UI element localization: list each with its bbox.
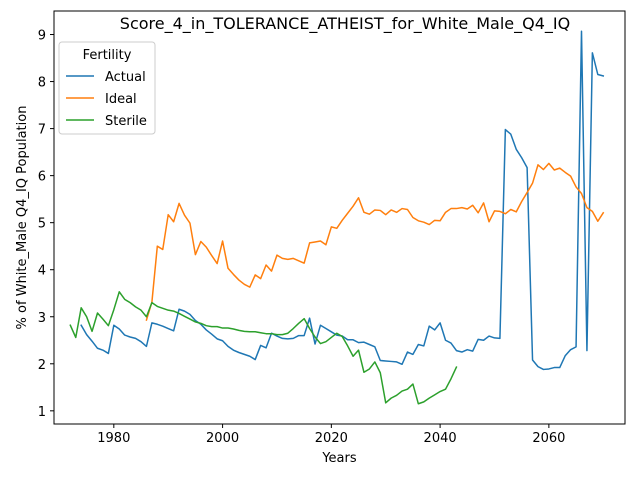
legend-box	[58, 41, 156, 135]
legend-label-ideal: Ideal	[105, 92, 137, 107]
x-tick-label: 2060	[532, 431, 565, 446]
x-tick-label: 2020	[315, 431, 348, 446]
y-tick-label: 1	[38, 405, 46, 420]
axes-frame	[53, 10, 626, 425]
y-tick-label: 8	[38, 76, 46, 91]
x-axis-title: Years	[321, 451, 357, 466]
series-lines	[69, 30, 605, 405]
y-tick-label: 7	[38, 123, 46, 138]
y-tick-label: 4	[38, 264, 46, 279]
plot-area	[53, 10, 626, 425]
y-tick-label: 9	[38, 29, 46, 44]
legend-title: Fertility	[83, 48, 132, 63]
chart-title: Score_4_in_TOLERANCE_ATHEIST_for_White_M…	[120, 14, 570, 34]
series-line-sterile	[69, 291, 458, 405]
y-tick-label: 3	[38, 311, 46, 326]
x-tick-label: 2000	[206, 431, 239, 446]
x-tick-label: 1980	[97, 431, 130, 446]
series-line-ideal	[145, 162, 605, 321]
y-tick-label: 6	[38, 170, 46, 185]
y-tick-label: 2	[38, 358, 46, 373]
legend: Fertility Actual Ideal Sterile	[58, 41, 156, 135]
x-axis: 1980 2000 2020 2040 2060	[97, 424, 565, 446]
y-axis: 1 2 3 4 5 6 7 8 9	[38, 29, 54, 420]
y-tick-label: 5	[38, 217, 46, 232]
y-axis-title: % of White_Male Q4_IQ Population	[15, 106, 30, 330]
legend-label-sterile: Sterile	[105, 114, 147, 129]
legend-label-actual: Actual	[105, 70, 146, 85]
x-tick-label: 2040	[424, 431, 457, 446]
